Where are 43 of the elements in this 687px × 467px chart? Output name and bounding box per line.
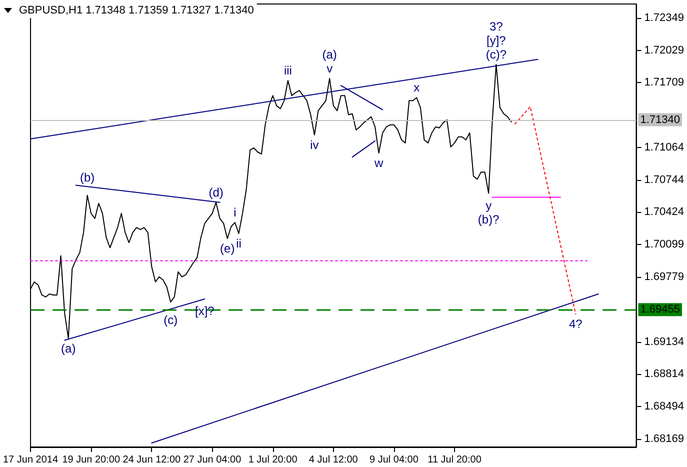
y-tick-label: 1.68494 — [644, 400, 684, 412]
ref-line-label: 1.71340 — [640, 114, 680, 126]
y-tick-label: 1.71064 — [644, 142, 684, 154]
y-tick-label: 1.69779 — [644, 270, 684, 283]
annotation: v — [326, 62, 333, 76]
annotation: (b)? — [478, 212, 500, 226]
annotation: [y]? — [486, 33, 506, 48]
x-tick-label: 9 Jul 04:00 — [369, 454, 419, 466]
x-tick-label: 1 Jul 20:00 — [248, 454, 298, 466]
annotation: ii — [236, 236, 242, 251]
y-tick-label: 1.72349 — [644, 12, 684, 24]
annotation: i — [234, 205, 236, 220]
annotation: w — [373, 156, 384, 170]
y-tick-label: 1.68169 — [644, 433, 684, 446]
annotation: iv — [310, 138, 319, 152]
chart-title: GBPUSD,H1 1.71348 1.71359 1.71327 1.71340 — [19, 4, 254, 16]
annotation: iii — [284, 64, 292, 78]
annotation: 3? — [489, 19, 504, 34]
annotation: (d) — [208, 185, 224, 200]
annotation: x — [414, 80, 420, 95]
x-tick-label: 19 Jun 20:00 — [62, 454, 120, 466]
annotation: (a) — [322, 48, 337, 62]
x-tick-label: 11 Jul 20:00 — [428, 454, 482, 466]
annotation: [x]? — [194, 304, 215, 318]
y-tick-label: 1.70744 — [644, 174, 684, 186]
annotation: (c)? — [486, 47, 507, 62]
y-tick-label: 1.70424 — [644, 206, 684, 218]
annotation: (b) — [80, 170, 95, 184]
y-tick-label: 1.68814 — [644, 368, 684, 380]
y-tick-label: 1.70099 — [644, 238, 684, 251]
x-tick-label: 24 Jun 12:00 — [122, 454, 182, 466]
annotation: (a) — [61, 341, 76, 356]
annotation: y — [486, 198, 492, 212]
ref-line-label: 1.69455 — [640, 304, 680, 316]
annotation: 4? — [568, 317, 583, 332]
x-tick-label: 17 Jun 2014 — [2, 454, 58, 466]
y-tick-label: 1.71709 — [644, 76, 684, 89]
x-tick-label: 27 Jun 04:00 — [183, 454, 242, 466]
annotation: (c) — [164, 313, 178, 328]
annotation: (e) — [220, 242, 235, 256]
x-tick-label: 4 Jul 12:00 — [308, 454, 358, 466]
y-tick-label: 1.72029 — [644, 44, 684, 56]
y-tick-label: 1.69134 — [644, 336, 684, 348]
